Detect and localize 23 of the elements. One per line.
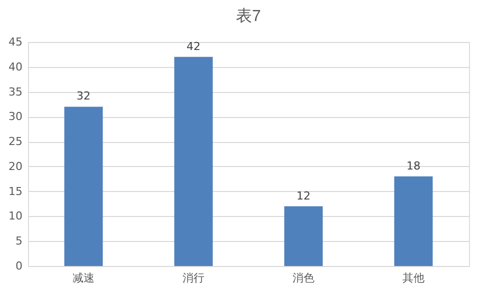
- y-tick-label: 30: [8, 110, 22, 124]
- data-label: 18: [406, 159, 420, 172]
- y-tick-label: 35: [8, 85, 22, 98]
- y-tick-label: 20: [8, 160, 22, 173]
- y-tick-label: 0: [16, 260, 22, 272]
- data-label: 42: [186, 40, 201, 53]
- y-tick-label: 5: [16, 234, 22, 248]
- bar: [64, 106, 103, 266]
- data-label: 12: [296, 189, 310, 202]
- x-tick-label: 其他: [402, 272, 424, 284]
- bar: [394, 176, 433, 266]
- bar: [174, 56, 213, 266]
- y-tick-label: 25: [8, 135, 22, 148]
- y-tick-label: 15: [8, 184, 22, 198]
- x-tick-label: 减速: [72, 272, 95, 284]
- bar: [284, 206, 323, 266]
- y-tick-label: 40: [8, 60, 22, 74]
- x-tick-label: 消行: [182, 272, 205, 284]
- data-label: 32: [76, 90, 91, 103]
- y-tick-label: 45: [8, 36, 22, 48]
- chart-title: 表7: [236, 7, 262, 25]
- x-tick-label: 消色: [292, 272, 314, 284]
- y-tick-label: 10: [8, 210, 22, 223]
